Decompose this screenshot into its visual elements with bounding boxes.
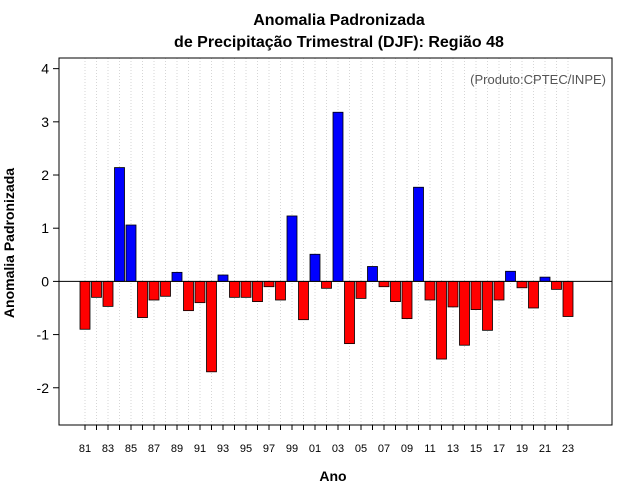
y-axis-label: Anomalia Padronizada (1, 168, 17, 318)
plot-frame (58, 57, 613, 426)
x-tick-label: 11 (424, 443, 435, 455)
bar-17 (493, 280, 505, 301)
bar-20 (528, 280, 539, 309)
x-tick-label: 99 (286, 443, 298, 455)
bar-03 (332, 111, 344, 282)
x-tick-label: 89 (171, 443, 183, 455)
y-axis: -2 -1 0 1 2 3 4 (37, 61, 59, 396)
bar-93 (217, 274, 229, 282)
x-tick-label: 87 (148, 443, 160, 455)
bar-84 (114, 167, 125, 282)
x-tick-label: 15 (470, 443, 482, 455)
x-tick-label: 09 (401, 443, 413, 455)
bar-07 (378, 280, 390, 288)
chart-title-line-1: Anomalia Padronizada (253, 12, 425, 29)
y-tick-label: 3 (41, 114, 49, 130)
bar-90 (183, 280, 194, 312)
bar-13 (447, 280, 459, 308)
x-axis-label: Ano (319, 468, 346, 484)
y-tick-label: 1 (41, 220, 49, 236)
bar-01 (309, 253, 321, 282)
x-tick-label: 81 (79, 443, 91, 455)
bar-89 (171, 271, 183, 282)
bar-23 (562, 280, 574, 317)
bar-85 (125, 224, 137, 282)
bar-06 (367, 266, 378, 282)
bar-08 (390, 280, 401, 303)
x-tick-label: 13 (447, 443, 459, 455)
bar-02 (321, 280, 332, 289)
bar-94 (229, 280, 240, 298)
bar-14 (459, 280, 470, 346)
bar-95 (240, 280, 252, 298)
x-tick-label: 83 (102, 443, 114, 455)
product-note: (Produto:CPTEC/INPE) (470, 72, 606, 87)
bar-11 (424, 280, 436, 301)
bar-18 (505, 270, 516, 282)
y-tick-label: 4 (41, 61, 49, 77)
bar-83 (102, 280, 114, 307)
x-tick-label: 19 (516, 443, 528, 455)
bar-92 (206, 280, 217, 373)
bar-88 (160, 280, 171, 297)
bar-87 (148, 280, 160, 301)
bar-97 (263, 280, 275, 288)
bar-22 (551, 280, 562, 290)
bar-12 (436, 280, 447, 360)
x-tick-label: 23 (562, 443, 574, 455)
bar-82 (91, 280, 102, 298)
bar-91 (194, 280, 206, 304)
bar-04 (344, 280, 355, 345)
y-tick-label: -1 (37, 327, 50, 343)
bars (79, 111, 574, 373)
x-tick-label: 85 (125, 443, 137, 455)
y-tick-label: 2 (41, 167, 49, 183)
bar-16 (482, 280, 493, 331)
bar-15 (470, 280, 482, 310)
x-tick-label: 01 (309, 443, 321, 455)
x-tick-label: 95 (240, 443, 252, 455)
y-tick-label: -2 (37, 380, 50, 396)
x-tick-label: 03 (332, 443, 344, 455)
x-tick-label: 93 (217, 443, 229, 455)
bar-10 (413, 186, 424, 282)
x-tick-label: 21 (539, 443, 551, 455)
x-tick-label: 97 (263, 443, 275, 455)
x-axis: 81 83 85 87 89 91 93 95 97 99 01 03 05 07 09 11 13 15 17 19… (79, 425, 574, 455)
bar-19 (516, 280, 528, 289)
x-tick-label: 07 (378, 443, 390, 455)
x-tick-label: 91 (194, 443, 206, 455)
grid-lines (84, 58, 569, 425)
x-tick-label: 05 (355, 443, 367, 455)
y-tick-label: 0 (41, 273, 49, 289)
bar-98 (275, 280, 286, 301)
bar-81 (79, 280, 91, 330)
bar-09 (401, 280, 413, 320)
chart-title-line-2: de Precipitação Trimestral (DJF): Região… (174, 34, 504, 51)
bar-96 (252, 280, 263, 303)
bar-99 (286, 215, 298, 282)
bar-86 (137, 280, 148, 318)
x-tick-label: 17 (493, 443, 505, 455)
bar-00 (298, 280, 309, 321)
bar-21 (539, 276, 551, 282)
bar-05 (355, 280, 367, 299)
